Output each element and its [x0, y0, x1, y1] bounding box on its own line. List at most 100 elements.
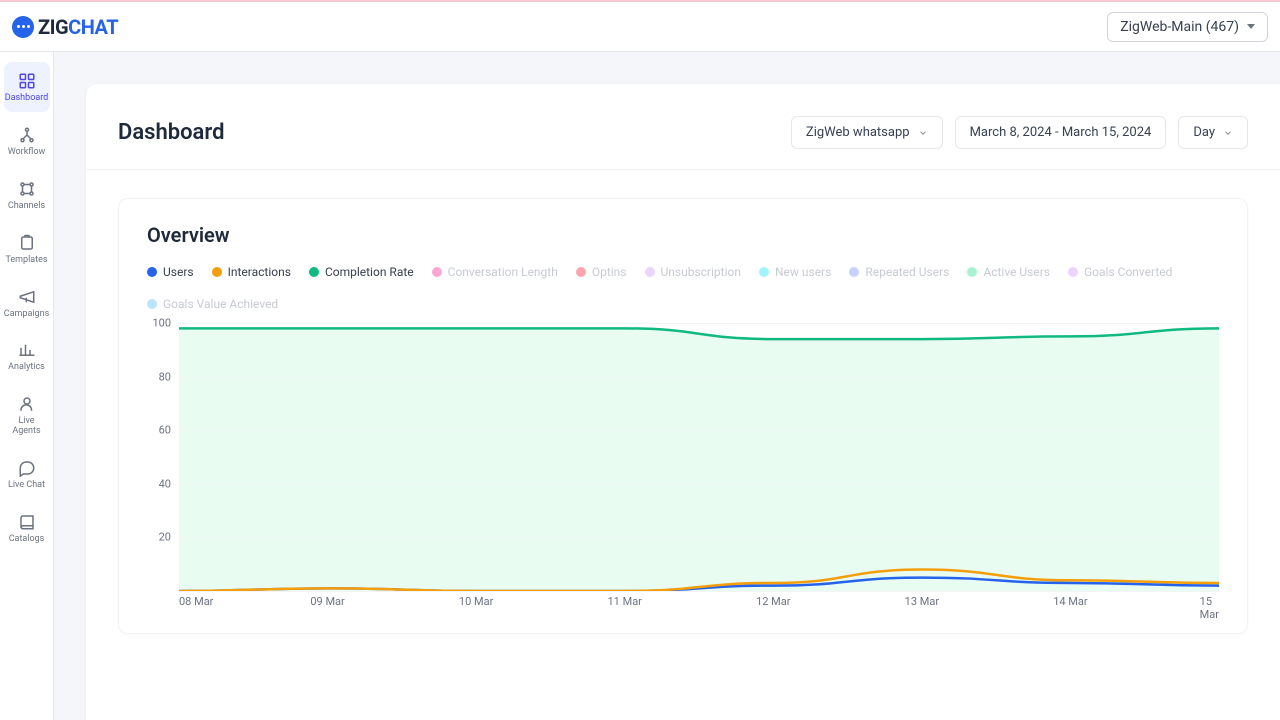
legend-label: Interactions	[228, 265, 291, 279]
legend-item-active_users[interactable]: Active Users	[967, 265, 1050, 279]
daterange-filter[interactable]: March 8, 2024 - March 15, 2024	[955, 116, 1167, 149]
account-selector[interactable]: ZigWeb-Main (467)	[1107, 12, 1268, 42]
workflow-icon	[18, 126, 36, 144]
legend-item-conversation_length[interactable]: Conversation Length	[432, 265, 558, 279]
x-tick: 10 Mar	[459, 595, 493, 608]
legend-dot-icon	[645, 267, 655, 277]
channel-filter[interactable]: ZigWeb whatsapp	[791, 116, 943, 149]
sidebar-item-templates[interactable]: Templates	[4, 224, 50, 274]
sidebar: Dashboard Workflow Channels Templates Ca…	[0, 52, 54, 720]
legend-dot-icon	[309, 267, 319, 277]
channels-icon	[18, 180, 36, 198]
sidebar-item-catalogs[interactable]: Catalogs	[4, 503, 50, 553]
sidebar-item-label: Workflow	[8, 148, 46, 158]
templates-icon	[18, 234, 36, 252]
sidebar-item-livechat[interactable]: Live Chat	[4, 449, 50, 499]
y-tick: 80	[159, 370, 171, 383]
legend-item-optins[interactable]: Optins	[576, 265, 627, 279]
x-tick: 15 Mar	[1200, 595, 1219, 621]
chart-legend: Users Interactions Completion Rate Conversa…	[147, 265, 1219, 311]
legend-dot-icon	[849, 267, 859, 277]
chevron-down-icon	[1247, 24, 1255, 29]
legend-label: Active Users	[983, 265, 1050, 279]
divider	[86, 169, 1280, 170]
content-area: Dashboard ZigWeb whatsapp March 8, 2024 …	[54, 52, 1280, 720]
chart-area: 20406080100 08 Mar09 Mar10 Mar11 Mar12 M…	[147, 323, 1219, 613]
chevron-down-icon	[918, 128, 928, 138]
legend-label: Goals Converted	[1084, 265, 1172, 279]
sidebar-item-workflow[interactable]: Workflow	[4, 116, 50, 166]
sidebar-item-liveagents[interactable]: Live Agents	[4, 385, 50, 445]
dashboard-icon	[18, 72, 36, 90]
legend-label: Conversation Length	[448, 265, 558, 279]
granularity-label: Day	[1193, 125, 1215, 140]
page-header: Dashboard ZigWeb whatsapp March 8, 2024 …	[118, 116, 1248, 149]
chart-title: Overview	[147, 223, 1219, 247]
livechat-icon	[18, 459, 36, 477]
legend-dot-icon	[1068, 267, 1078, 277]
chart-plot	[179, 323, 1219, 591]
legend-dot-icon	[967, 267, 977, 277]
brand-suffix: CHAT	[68, 15, 118, 39]
y-tick: 60	[159, 424, 171, 437]
legend-item-unsubscription[interactable]: Unsubscription	[645, 265, 741, 279]
x-tick: 09 Mar	[310, 595, 344, 608]
sidebar-item-label: Live Chat	[8, 481, 45, 491]
chevron-down-icon	[1223, 128, 1233, 138]
brand-prefix: ZIG	[38, 15, 68, 39]
sidebar-item-label: Templates	[5, 256, 47, 266]
brand-text: ZIGCHAT	[38, 15, 118, 39]
sidebar-item-label: Channels	[8, 202, 45, 212]
legend-label: Goals Value Achieved	[163, 297, 278, 311]
account-label: ZigWeb-Main (467)	[1120, 19, 1239, 35]
sidebar-item-dashboard[interactable]: Dashboard	[4, 62, 50, 112]
sidebar-item-channels[interactable]: Channels	[4, 170, 50, 220]
legend-item-interactions[interactable]: Interactions	[212, 265, 291, 279]
legend-dot-icon	[212, 267, 222, 277]
legend-dot-icon	[147, 299, 157, 309]
legend-label: Unsubscription	[661, 265, 741, 279]
y-tick: 100	[152, 317, 171, 330]
legend-dot-icon	[432, 267, 442, 277]
liveagents-icon	[18, 395, 36, 413]
sidebar-item-label: Campaigns	[4, 310, 49, 320]
daterange-label: March 8, 2024 - March 15, 2024	[970, 125, 1152, 140]
legend-dot-icon	[759, 267, 769, 277]
page-card: Dashboard ZigWeb whatsapp March 8, 2024 …	[86, 84, 1280, 720]
legend-label: Users	[163, 265, 194, 279]
filter-bar: ZigWeb whatsapp March 8, 2024 - March 15…	[791, 116, 1248, 149]
sidebar-item-analytics[interactable]: Analytics	[4, 331, 50, 381]
granularity-filter[interactable]: Day	[1178, 116, 1248, 149]
chat-bubble-icon	[12, 16, 34, 38]
overview-chart-card: Overview Users Interactions Completion Rat…	[118, 198, 1248, 634]
page-title: Dashboard	[118, 120, 224, 145]
legend-item-repeated_users[interactable]: Repeated Users	[849, 265, 949, 279]
analytics-icon	[18, 341, 36, 359]
x-axis: 08 Mar09 Mar10 Mar11 Mar12 Mar13 Mar14 M…	[179, 595, 1219, 613]
campaigns-icon	[18, 288, 36, 306]
legend-label: New users	[775, 265, 831, 279]
sidebar-item-label: Live Agents	[4, 417, 50, 437]
y-axis: 20406080100	[147, 323, 177, 591]
legend-item-completion_rate[interactable]: Completion Rate	[309, 265, 414, 279]
x-tick: 13 Mar	[905, 595, 939, 608]
legend-item-users[interactable]: Users	[147, 265, 194, 279]
legend-item-goals_value_achieved[interactable]: Goals Value Achieved	[147, 297, 278, 311]
y-tick: 40	[159, 477, 171, 490]
brand-logo: ZIGCHAT	[12, 15, 118, 39]
legend-item-goals_converted[interactable]: Goals Converted	[1068, 265, 1172, 279]
sidebar-item-campaigns[interactable]: Campaigns	[4, 278, 50, 328]
x-tick: 12 Mar	[756, 595, 790, 608]
x-tick: 14 Mar	[1053, 595, 1087, 608]
x-tick: 11 Mar	[607, 595, 641, 608]
catalogs-icon	[18, 513, 36, 531]
chart-svg	[179, 323, 1219, 591]
sidebar-item-label: Analytics	[8, 363, 45, 373]
legend-dot-icon	[147, 267, 157, 277]
legend-label: Repeated Users	[865, 265, 949, 279]
legend-dot-icon	[576, 267, 586, 277]
top-bar: ZIGCHAT ZigWeb-Main (467)	[0, 0, 1280, 52]
legend-label: Completion Rate	[325, 265, 414, 279]
legend-item-new_users[interactable]: New users	[759, 265, 831, 279]
sidebar-item-label: Catalogs	[9, 535, 45, 545]
